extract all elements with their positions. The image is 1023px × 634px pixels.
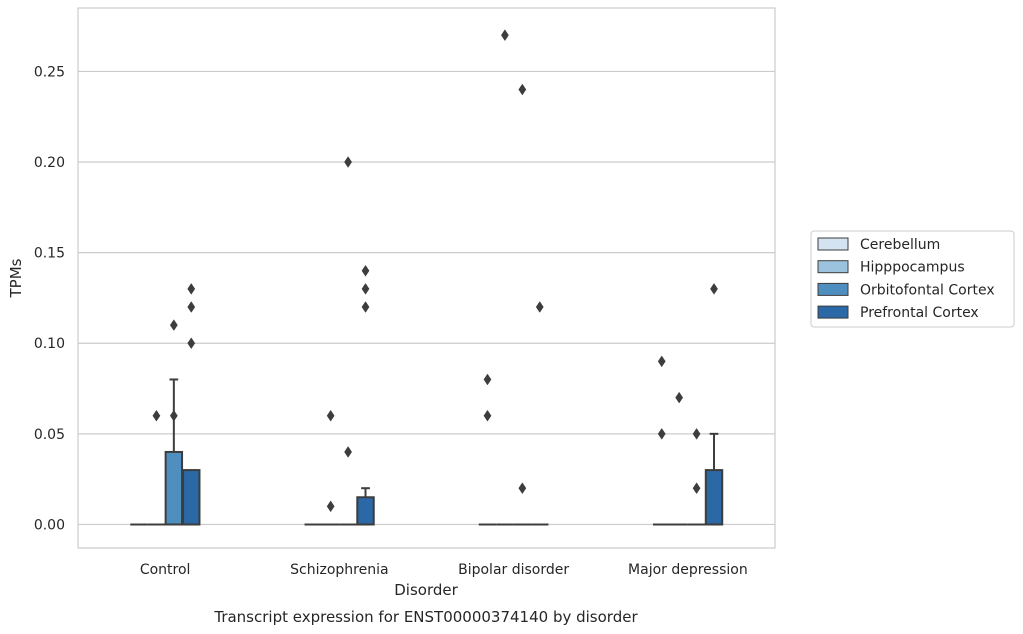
outlier-point: [483, 409, 492, 422]
outlier-point: [187, 337, 196, 350]
outlier-point: [326, 409, 335, 422]
y-tick-label: 0.15: [34, 246, 65, 262]
outlier-point: [692, 482, 701, 495]
legend: Cerebellum Hipppocampus Orbitofontal Corte…: [810, 230, 1015, 328]
plot-frame: [77, 7, 776, 549]
legend-label: Prefrontal Cortex: [860, 305, 979, 321]
y-tick-label: 0.25: [34, 64, 65, 80]
y-tick-label: 0.05: [34, 427, 65, 443]
y-axis-ticks: 0.00 0.05 0.10 0.15 0.20 0.25: [34, 64, 65, 533]
legend-swatch: [817, 305, 849, 319]
legend-swatch: [817, 237, 849, 251]
box: [182, 469, 201, 526]
outlier-point: [344, 446, 352, 458]
outlier-point: [344, 156, 352, 168]
outlier-point: [361, 283, 370, 295]
outlier-point: [657, 427, 666, 440]
y-tick-label: 0.00: [34, 517, 65, 533]
outlier-point: [187, 283, 196, 295]
x-tick-label: Schizophrenia: [290, 562, 388, 578]
outlier-point: [657, 355, 666, 368]
outlier-point: [361, 301, 370, 313]
outlier-point: [692, 427, 701, 440]
legend-label: Hipppocampus: [860, 260, 965, 276]
legend-swatch: [817, 260, 849, 274]
y-tick-label: 0.20: [34, 155, 65, 171]
x-axis-title: Disorder: [394, 581, 458, 599]
outlier-point: [187, 301, 196, 313]
box: [356, 496, 375, 526]
x-tick-label: Major depression: [628, 562, 748, 578]
x-tick-label: Bipolar disorder: [458, 562, 569, 578]
outlier-point: [152, 409, 161, 422]
outlier-point: [361, 264, 370, 277]
outlier-point: [169, 409, 178, 422]
legend-label: Orbitofontal Cortex: [860, 282, 995, 298]
boxes: [130, 378, 724, 526]
outlier-point: [483, 373, 492, 386]
outlier-point: [675, 391, 684, 404]
outlier-point: [710, 283, 718, 295]
legend-swatch: [817, 282, 849, 296]
y-axis-title: TPMs: [7, 258, 25, 298]
legend-label: Cerebellum: [860, 237, 940, 253]
y-tick-label: 0.10: [34, 336, 65, 352]
outlier-point: [326, 500, 335, 513]
chart-caption: Transcript expression for ENST0000037414…: [213, 608, 638, 626]
outlier-point: [501, 29, 509, 42]
outlier-point: [169, 319, 178, 331]
outliers: [152, 29, 718, 513]
outlier-point: [518, 482, 527, 495]
box: [164, 450, 184, 526]
x-axis-ticks: Control Schizophrenia Bipolar disorder Majo…: [140, 562, 748, 578]
box: [704, 469, 724, 526]
outlier-point: [535, 301, 544, 313]
legend-frame: [810, 230, 1015, 328]
outlier-point: [518, 83, 527, 96]
x-tick-label: Control: [140, 562, 191, 578]
